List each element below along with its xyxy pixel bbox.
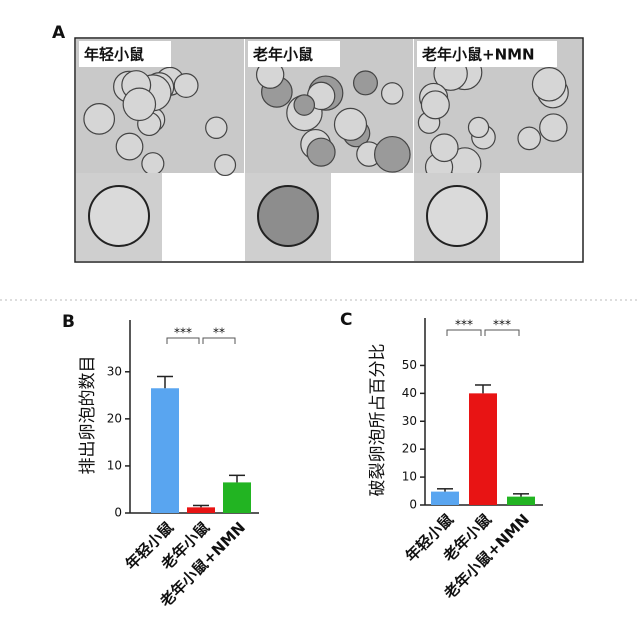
group-label: 年轻小鼠	[84, 46, 144, 64]
bar	[431, 491, 459, 505]
bar	[187, 507, 215, 513]
y-tick-label: 20	[107, 411, 122, 425]
y-axis-label: 破裂卵泡所占百分比	[368, 344, 388, 497]
oocyte	[173, 73, 199, 98]
y-tick-label: 0	[409, 498, 417, 512]
oocyte	[214, 154, 237, 177]
bar	[469, 393, 497, 505]
oocyte	[352, 70, 378, 96]
label-box	[79, 41, 171, 67]
oocyte-zoom	[426, 185, 488, 247]
y-tick-label: 30	[107, 364, 122, 378]
oocyte	[306, 137, 336, 167]
oocyte	[517, 126, 542, 151]
bar	[151, 388, 179, 513]
significance-bracket	[446, 329, 482, 336]
oocyte	[467, 116, 490, 139]
bar	[507, 496, 535, 505]
oocyte	[122, 87, 157, 122]
oocyte	[373, 135, 411, 173]
y-tick-label: 30	[402, 414, 417, 428]
significance-label: **	[213, 326, 225, 340]
y-tick-label: 50	[402, 358, 417, 372]
oocyte	[83, 102, 116, 135]
panel-label: A	[52, 23, 66, 43]
y-tick-label: 40	[402, 386, 417, 400]
significance-bracket	[166, 337, 200, 344]
significance-bracket	[484, 329, 520, 336]
panel-label: C	[340, 310, 352, 330]
panel-label: B	[62, 312, 75, 332]
significance-label: ***	[455, 318, 473, 332]
significance-bracket	[202, 337, 236, 344]
oocyte	[531, 67, 567, 102]
y-axis-label: 排出卵泡的数目	[78, 356, 98, 475]
y-tick-label: 20	[402, 442, 417, 456]
significance-label: ***	[174, 326, 192, 340]
oocyte	[115, 132, 144, 161]
oocyte	[429, 133, 459, 163]
y-tick-label: 10	[107, 458, 122, 472]
oocyte	[293, 94, 316, 116]
micrograph-panel: 年轻小鼠 老年小鼠 老年小鼠+NMN	[74, 37, 584, 263]
oocyte-zoom	[88, 185, 150, 247]
oocyte	[539, 113, 568, 142]
y-tick-label: 0	[114, 506, 122, 520]
y-tick-label: 10	[402, 470, 417, 484]
bar	[223, 482, 251, 513]
oocyte	[141, 152, 165, 176]
label-box	[417, 41, 557, 67]
oocyte-zoom	[257, 185, 319, 247]
oocyte	[420, 90, 450, 120]
oocyte	[333, 107, 368, 141]
group-label: 老年小鼠+NMN	[421, 46, 535, 64]
label-box	[248, 41, 340, 67]
significance-label: ***	[493, 318, 511, 332]
oocyte	[205, 116, 228, 139]
group-label: 老年小鼠	[252, 46, 313, 64]
oocyte	[380, 82, 404, 105]
